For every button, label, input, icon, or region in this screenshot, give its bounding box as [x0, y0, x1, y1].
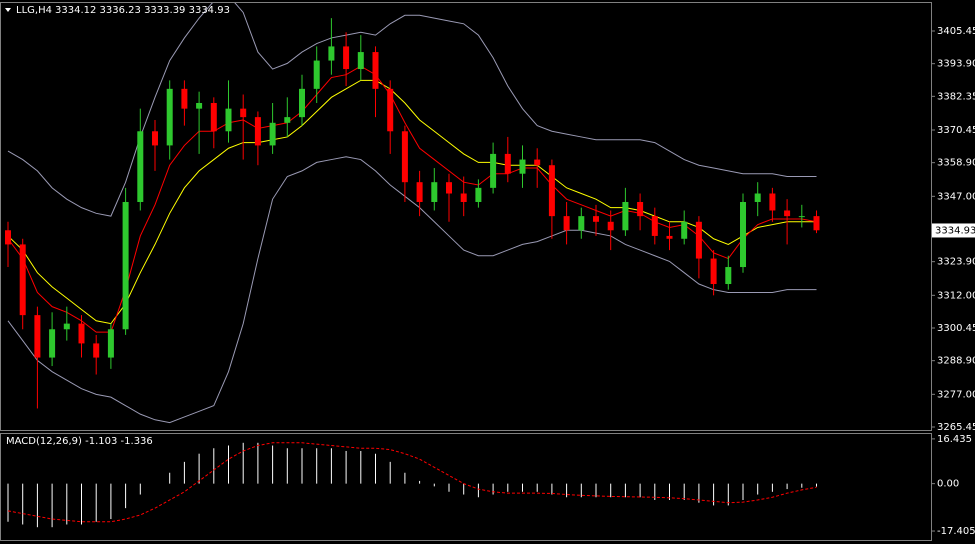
y-tick-label: 3393.90 — [937, 59, 975, 70]
candle-body — [622, 201, 629, 231]
y-tick-label: 3347.00 — [937, 191, 975, 202]
candle-body — [519, 159, 526, 174]
candle-body — [695, 221, 702, 259]
candle-body — [122, 201, 129, 330]
overlay-line — [7, 65, 817, 333]
candle-body — [725, 267, 732, 285]
candle-body — [210, 102, 217, 132]
candle-body — [534, 159, 541, 166]
candle-body — [19, 244, 26, 316]
candle-body — [563, 216, 570, 231]
candle-body — [166, 88, 173, 146]
candle-body — [607, 221, 614, 231]
candle-body — [681, 221, 688, 239]
candle-body — [34, 315, 41, 358]
candle-body — [328, 46, 335, 61]
candle-body — [754, 193, 761, 202]
candle-body — [637, 201, 644, 217]
candle-body — [490, 153, 497, 188]
candle-body — [78, 323, 85, 344]
y-tick-label: 3300.45 — [937, 323, 975, 334]
main-panel-border — [0, 2, 932, 431]
candle-body — [651, 216, 658, 236]
candle-body — [548, 165, 555, 217]
overlay-line — [7, 3, 817, 217]
candle-body — [225, 108, 232, 132]
candle-body — [710, 258, 717, 285]
y-tick-label: 0.00 — [937, 479, 959, 490]
candle-body — [798, 216, 805, 218]
menu-arrow[interactable] — [5, 8, 11, 12]
y-tick-label: 3312.00 — [937, 290, 975, 301]
y-tick-label: 3382.35 — [937, 91, 975, 102]
symbol: LLG,H4 — [16, 5, 52, 16]
macd-label: MACD(12,26,9) -1.103 -1.336 — [6, 436, 153, 447]
overlay-line — [7, 156, 817, 424]
signal-line — [7, 442, 817, 523]
candle-body — [387, 88, 394, 132]
candle-body — [813, 216, 820, 231]
y-tick-label: 3405.45 — [937, 26, 975, 37]
y-tick-label: 16.435 — [937, 434, 972, 445]
y-tick-label: 3323.90 — [937, 257, 975, 268]
candle-body — [431, 182, 438, 202]
candle-body — [284, 117, 291, 123]
candle-body — [504, 153, 511, 174]
candle-body — [769, 193, 776, 211]
candle-body — [357, 52, 364, 70]
candle-body — [740, 201, 746, 268]
candle-body — [401, 131, 408, 183]
candle-body — [196, 102, 203, 109]
macd-panel-border — [0, 433, 932, 541]
candle-body — [5, 230, 11, 245]
candle-body — [181, 88, 188, 109]
main-plot — [5, 3, 820, 424]
candle-body — [152, 131, 158, 146]
candle-body — [93, 343, 100, 358]
candle-body — [49, 329, 56, 358]
candle-body — [299, 88, 305, 118]
candle-body — [460, 193, 467, 202]
y-tick-label: 3288.90 — [937, 356, 975, 367]
y-tick-label: 3277.00 — [937, 389, 975, 400]
candle-body — [578, 216, 585, 231]
candle-body — [475, 187, 482, 202]
y-tick-label: -17.405 — [937, 526, 975, 537]
y-tick-label: 3358.90 — [937, 158, 975, 169]
candle-body — [446, 182, 452, 194]
candle-body — [784, 210, 791, 217]
candle-body — [137, 131, 144, 202]
candle-body — [269, 122, 276, 146]
candle-body — [372, 52, 379, 89]
y-tick-label: 3265.45 — [937, 422, 975, 433]
current-price: 3334.93 — [935, 225, 975, 236]
candle-body — [254, 117, 261, 146]
candle-body — [343, 46, 350, 70]
macd-plot — [7, 442, 817, 528]
candle-body — [593, 216, 599, 222]
price-axis: 3405.45 3393.90 3382.35 3370.45 3358.90 3347.… — [931, 26, 975, 537]
y-tick-label: 3370.45 — [937, 125, 975, 136]
ohlc: 3334.12 3336.23 3333.39 3334.93 — [55, 5, 230, 16]
candle-body — [666, 235, 673, 239]
candle-body — [313, 60, 320, 89]
candle-body — [240, 108, 247, 118]
candle-body — [107, 329, 114, 358]
candle-body — [416, 182, 423, 202]
candle-body — [63, 323, 70, 330]
current-price-box — [932, 223, 975, 238]
